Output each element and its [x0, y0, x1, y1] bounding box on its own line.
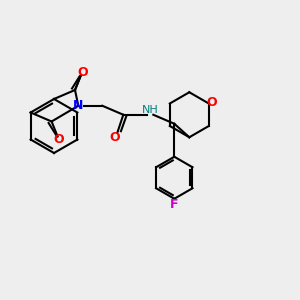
Text: F: F	[170, 198, 178, 211]
Text: O: O	[77, 65, 88, 79]
Text: N: N	[73, 99, 83, 112]
Text: O: O	[206, 95, 217, 109]
Text: NH: NH	[142, 105, 159, 115]
Text: O: O	[54, 133, 64, 146]
Text: O: O	[109, 131, 120, 144]
